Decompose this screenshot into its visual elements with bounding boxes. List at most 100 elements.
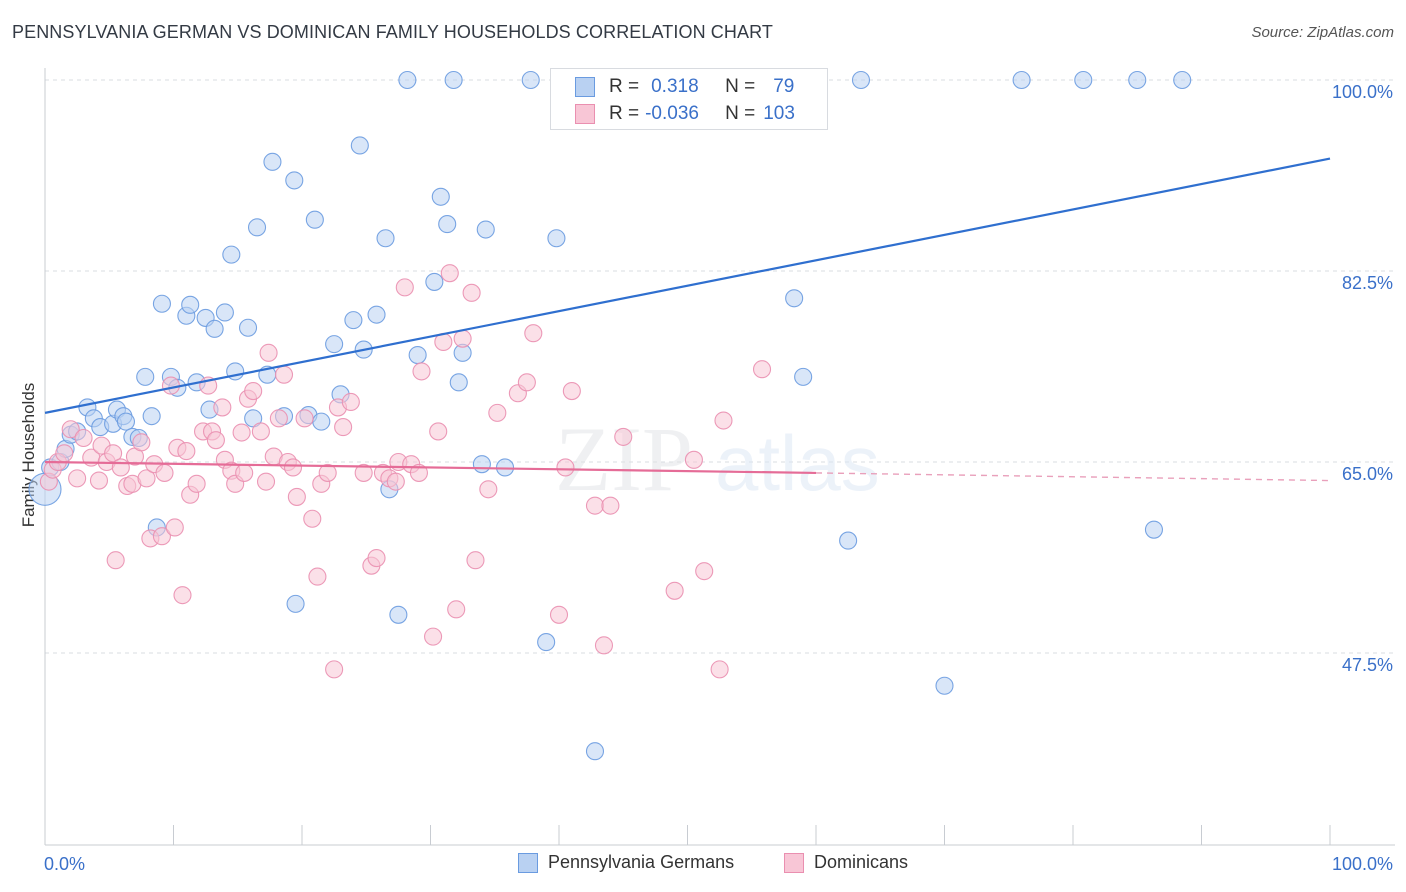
data-point — [367, 305, 386, 324]
stats-row-pennsylvania-germans: R = 0.318 N = 79 — [575, 74, 794, 100]
data-point — [161, 376, 180, 395]
data-point — [312, 412, 331, 431]
data-point — [431, 187, 450, 206]
data-point — [215, 303, 234, 322]
data-point — [521, 70, 540, 90]
x-tick-label-max: 100.0% — [1332, 854, 1393, 874]
trend-line-dominicans-extension — [815, 472, 1331, 482]
axes — [44, 68, 1395, 846]
data-point — [476, 220, 495, 239]
data-point — [447, 600, 466, 619]
data-point — [232, 423, 251, 442]
n-value: 103 — [763, 103, 795, 124]
data-point — [256, 472, 276, 491]
data-point — [408, 345, 427, 365]
data-point — [839, 531, 858, 550]
data-point — [132, 433, 151, 452]
data-point — [1128, 70, 1147, 90]
legend-swatch-blue — [575, 77, 595, 97]
data-point — [55, 444, 74, 463]
data-point — [684, 450, 703, 469]
trend-line-pennsylvania-germans — [44, 157, 1331, 414]
data-point — [177, 442, 196, 461]
data-point — [222, 245, 241, 264]
data-point — [794, 367, 813, 386]
data-point — [665, 581, 684, 600]
data-point — [247, 218, 267, 237]
data-point — [438, 215, 457, 234]
data-point — [137, 469, 156, 488]
stats-row-dominicans: R = -0.036 N = 103 — [575, 101, 795, 127]
data-point — [334, 418, 353, 437]
data-point — [425, 272, 444, 291]
stats-legend: R = 0.318 N = 79 R = -0.036 N = 103 — [550, 68, 828, 130]
data-point — [1012, 70, 1031, 90]
data-point — [601, 496, 620, 515]
tick-labels: 47.5% 65.0% 82.5% 100.0% 0.0% 100.0% — [44, 82, 1393, 874]
data-point — [585, 742, 605, 761]
data-point — [412, 362, 431, 381]
series-dominicans — [39, 264, 772, 679]
data-point — [152, 294, 171, 313]
data-point — [283, 458, 303, 477]
data-point — [155, 463, 174, 482]
data-point — [74, 428, 93, 448]
r-label: R = — [609, 103, 640, 124]
data-point — [251, 422, 270, 441]
data-point — [68, 469, 87, 488]
data-point — [263, 152, 282, 171]
data-point — [354, 463, 373, 482]
data-point — [136, 367, 155, 386]
data-point — [562, 382, 581, 401]
gridlines — [45, 79, 1395, 654]
data-point — [213, 398, 232, 417]
data-point — [466, 551, 485, 570]
data-point — [259, 343, 278, 362]
data-point — [325, 660, 344, 679]
data-point — [935, 676, 954, 695]
data-point — [205, 319, 224, 338]
data-point — [429, 422, 448, 441]
data-point — [325, 335, 344, 354]
data-point — [274, 365, 294, 384]
data-point — [444, 70, 463, 90]
legend-swatch-pink — [784, 852, 804, 873]
legend-label: Pennsylvania Germans — [548, 852, 735, 872]
data-point — [386, 472, 405, 491]
data-point — [488, 403, 507, 422]
data-point — [305, 210, 324, 229]
data-point — [549, 605, 569, 624]
data-point — [61, 420, 80, 439]
data-point — [165, 518, 184, 537]
n-value: 79 — [773, 76, 795, 97]
data-point — [106, 551, 125, 570]
data-point — [173, 586, 192, 605]
data-point — [594, 636, 614, 655]
data-point — [462, 283, 481, 302]
data-point — [424, 627, 443, 646]
legend-item-dominicans: Dominicans — [784, 852, 908, 873]
x-tick-label-min: 0.0% — [44, 854, 85, 874]
data-point — [367, 548, 386, 568]
n-label: N = — [725, 103, 756, 124]
source-label: Source: ZipAtlas.com — [1251, 24, 1394, 41]
legend-swatch-blue — [518, 852, 538, 873]
data-point — [181, 295, 200, 314]
data-point — [440, 264, 459, 283]
watermark-atlas: atlas — [715, 419, 880, 507]
watermark-zip: ZIP — [555, 408, 693, 510]
data-point — [104, 444, 123, 463]
data-point — [152, 527, 171, 546]
chart-title: PENNSYLVANIA GERMAN VS DOMINICAN FAMILY … — [12, 22, 773, 42]
trend-lines — [44, 157, 1331, 482]
watermark: ZIP atlas — [555, 408, 880, 510]
data-point — [851, 70, 871, 90]
data-point — [1144, 520, 1164, 539]
r-label: R = — [609, 76, 640, 97]
data-point — [318, 463, 337, 482]
data-point — [547, 229, 566, 248]
legend-item-pennsylvania-germans: Pennsylvania Germans — [518, 852, 734, 873]
data-point — [206, 431, 225, 450]
r-value: -0.036 — [645, 103, 699, 124]
